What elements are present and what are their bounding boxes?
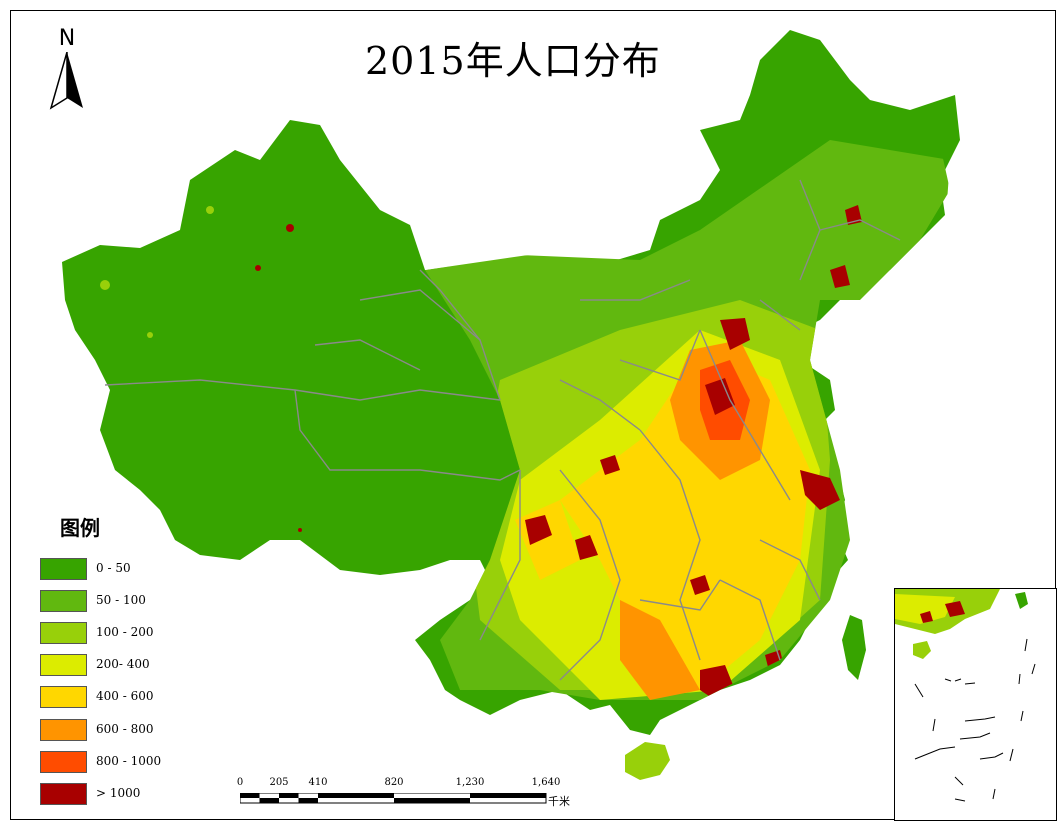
legend-label: 100 - 200: [96, 625, 154, 639]
legend-label: 0 - 50: [96, 561, 131, 575]
south-china-sea-inset: [894, 588, 1057, 821]
legend-swatch: [40, 686, 87, 708]
legend: 图例 0 - 50 50 - 100 100 - 200 200- 400 40…: [38, 512, 188, 812]
scale-unit-label: 千米: [548, 795, 570, 808]
scale-tick-label: 820: [384, 777, 404, 788]
legend-swatch: [40, 622, 87, 644]
scale-tick-label: 410: [308, 777, 328, 788]
north-arrow-icon: [49, 52, 83, 110]
legend-label: 800 - 1000: [96, 754, 162, 768]
legend-label: 200- 400: [96, 657, 150, 671]
legend-item: 600 - 800: [40, 719, 190, 743]
legend-swatch: [40, 783, 87, 805]
inset-map: [895, 589, 1036, 802]
legend-title: 图例: [60, 516, 100, 540]
legend-swatch: [40, 654, 87, 676]
legend-swatch: [40, 590, 87, 612]
legend-item: 50 - 100: [40, 590, 190, 614]
legend-label: 600 - 800: [96, 722, 154, 736]
north-arrow: N: [48, 26, 86, 112]
province-boundaries: [104, 179, 901, 681]
legend-label: 400 - 600: [96, 689, 154, 703]
taiwan-island: [842, 615, 866, 680]
scale-tick-label: 0: [236, 777, 244, 788]
scale-tick-label: 1,640: [531, 777, 561, 788]
legend-label: > 1000: [96, 786, 141, 800]
legend-swatch: [40, 558, 87, 580]
northwest-density-spots: [100, 206, 302, 532]
scale-tick-label: 205: [269, 777, 289, 788]
legend-item: 100 - 200: [40, 622, 190, 646]
legend-item: 400 - 600: [40, 686, 190, 710]
legend-item: 800 - 1000: [40, 751, 190, 775]
density-overlay: [425, 140, 950, 700]
legend-swatch: [40, 719, 87, 741]
legend-item: 200- 400: [40, 654, 190, 678]
legend-item: > 1000: [40, 783, 190, 807]
legend-item: 0 - 50: [40, 558, 190, 582]
scale-bar: 0 205 410 820 1,230 1,640 千米: [232, 777, 582, 811]
north-label: N: [58, 26, 76, 51]
hainan-island: [625, 742, 670, 780]
scale-bar-graphic: [240, 793, 547, 804]
legend-label: 50 - 100: [96, 593, 146, 607]
scale-tick-label: 1,230: [455, 777, 485, 788]
map-title: 2015年人口分布: [365, 39, 661, 83]
legend-swatch: [40, 751, 87, 773]
